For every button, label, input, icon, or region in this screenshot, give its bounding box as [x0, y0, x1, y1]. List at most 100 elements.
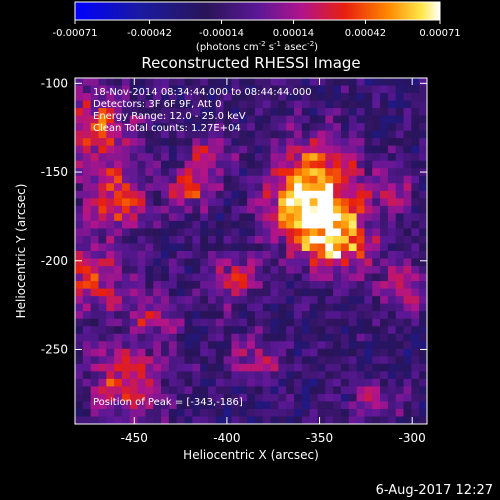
heatmap-cell: [184, 333, 193, 342]
heatmap-cell: [145, 190, 154, 199]
heatmap-cell: [207, 356, 217, 365]
heatmap-cell: [419, 341, 427, 350]
heatmap-cell: [82, 416, 92, 424]
heatmap-cell: [90, 138, 100, 147]
heatmap-cell: [98, 130, 107, 139]
heatmap-cell: [231, 393, 240, 403]
heatmap-cell: [223, 356, 233, 365]
heatmap-cell: [75, 175, 84, 184]
heatmap-cell: [372, 228, 381, 237]
heatmap-cell: [207, 213, 217, 222]
heatmap-cell: [411, 198, 420, 207]
heatmap-cell: [184, 251, 193, 260]
heatmap-cell: [200, 356, 209, 365]
heatmap-cell: [356, 311, 366, 320]
heatmap-cell: [325, 258, 334, 267]
heatmap-cell: [286, 153, 295, 162]
heatmap-cell: [309, 416, 319, 424]
heatmap-cell: [137, 281, 146, 290]
heatmap-cell: [294, 378, 303, 387]
heatmap-cell: [82, 296, 92, 305]
heatmap-cell: [90, 371, 100, 380]
heatmap-cell: [90, 78, 100, 87]
heatmap-cell: [75, 123, 84, 132]
heatmap-cell: [145, 326, 154, 335]
heatmap-cell: [192, 243, 201, 252]
heatmap-cell: [403, 123, 412, 132]
heatmap-cell: [129, 108, 139, 117]
heatmap-cell: [200, 281, 209, 290]
heatmap-cell: [106, 251, 115, 260]
heatmap-cell: [395, 408, 405, 418]
heatmap-cell: [168, 258, 178, 267]
heatmap-cell: [356, 408, 366, 418]
heatmap-cell: [309, 130, 319, 139]
colorbar: [74, 1, 441, 21]
heatmap-cell: [184, 378, 193, 387]
heatmap-cell: [75, 311, 84, 320]
heatmap-cell: [333, 130, 342, 139]
heatmap-cell: [301, 363, 311, 372]
heatmap-cell: [176, 356, 186, 365]
heatmap-cell: [90, 235, 100, 245]
heatmap-cell: [294, 153, 303, 162]
heatmap-cell: [254, 416, 264, 424]
heatmap-cell: [380, 78, 389, 87]
heatmap-cell: [129, 303, 139, 312]
heatmap-cell: [294, 371, 303, 380]
heatmap-cell: [145, 408, 154, 418]
heatmap-cell: [411, 153, 420, 162]
heatmap-cell: [270, 273, 279, 282]
heatmap-cell: [387, 318, 397, 327]
heatmap-cell: [254, 93, 264, 102]
heatmap-cell: [114, 235, 123, 245]
heatmap-cell: [403, 243, 412, 252]
heatmap-cell: [286, 341, 295, 350]
heatmap-cell: [364, 266, 373, 275]
heatmap-cell: [239, 333, 248, 342]
heatmap-cell: [247, 100, 256, 109]
heatmap-cell: [270, 371, 279, 380]
heatmap-cell: [192, 175, 201, 184]
heatmap-cell: [387, 386, 397, 395]
heatmap-cell: [129, 251, 139, 260]
heatmap-cell: [223, 183, 233, 192]
heatmap-cell: [223, 85, 233, 94]
heatmap-cell: [114, 130, 123, 139]
heatmap-cell: [161, 198, 170, 207]
heatmap-cell: [200, 145, 209, 154]
heatmap-cell: [254, 378, 264, 387]
heatmap-cell: [301, 198, 311, 207]
heatmap-cell: [215, 130, 225, 139]
heatmap-cell: [278, 378, 287, 387]
heatmap-cell: [395, 205, 405, 214]
heatmap-cell: [356, 303, 366, 312]
heatmap-cell: [419, 281, 427, 290]
heatmap-cell: [129, 333, 139, 342]
heatmap-cell: [325, 326, 334, 335]
heatmap-cell: [395, 318, 405, 327]
heatmap-cell: [395, 100, 405, 109]
heatmap-cell: [333, 228, 342, 237]
heatmap-cell: [161, 311, 170, 320]
heatmap-cell: [356, 130, 366, 139]
heatmap-cell: [106, 160, 115, 169]
heatmap-cell: [200, 190, 209, 199]
heatmap-cell: [262, 273, 272, 282]
heatmap-cell: [153, 348, 162, 357]
heatmap-cell: [333, 138, 342, 147]
heatmap-cell: [231, 341, 240, 350]
heatmap-cell: [161, 251, 170, 260]
heatmap-cell: [340, 296, 350, 305]
heatmap-cell: [348, 190, 358, 199]
heatmap-cell: [121, 205, 131, 214]
heatmap-cell: [231, 115, 240, 124]
heatmap-cell: [168, 348, 178, 357]
heatmap-cell: [247, 401, 256, 410]
heatmap-cell: [403, 85, 412, 94]
heatmap-cell: [129, 266, 139, 275]
heatmap-cell: [262, 160, 272, 169]
heatmap-cell: [294, 348, 303, 357]
heatmap-cell: [356, 100, 366, 109]
heatmap-cell: [106, 371, 115, 380]
